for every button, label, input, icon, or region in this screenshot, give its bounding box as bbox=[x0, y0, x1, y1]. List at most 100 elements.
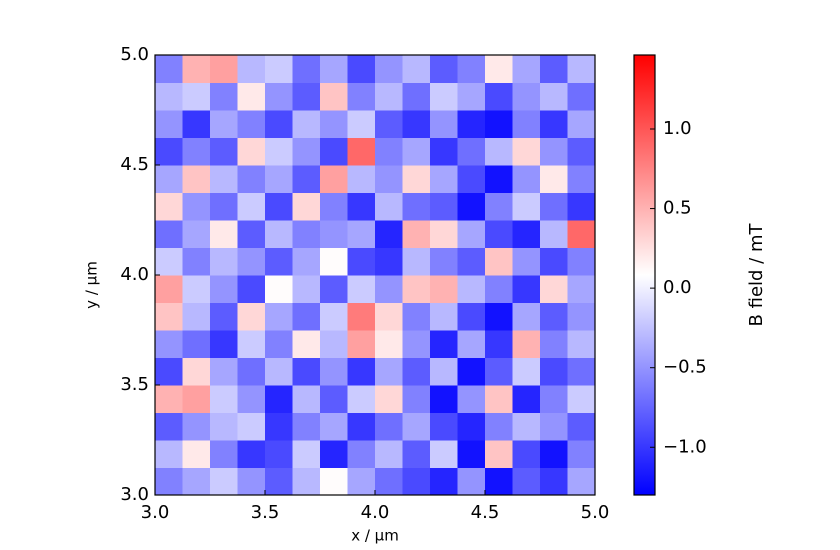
heatmap-cell bbox=[540, 275, 568, 303]
heatmap-cell bbox=[292, 165, 321, 193]
heatmap-cell bbox=[320, 440, 348, 468]
heatmap-cell bbox=[320, 357, 348, 386]
heatmap-cell bbox=[402, 275, 431, 303]
heatmap-cell bbox=[320, 110, 348, 138]
heatmap-cell bbox=[430, 440, 458, 468]
heatmap-cell bbox=[512, 82, 541, 111]
heatmap-cell bbox=[237, 192, 266, 221]
heatmap-cell bbox=[540, 330, 568, 358]
heatmap-cell bbox=[567, 467, 596, 496]
heatmap-cell bbox=[567, 330, 596, 358]
heatmap-cell bbox=[210, 82, 238, 111]
heatmap-cell bbox=[292, 385, 321, 413]
heatmap-cell bbox=[347, 275, 376, 303]
y-tick-label: 4.5 bbox=[120, 154, 149, 175]
heatmap-cell bbox=[540, 302, 568, 331]
heatmap-cell bbox=[292, 357, 321, 386]
heatmap-cell bbox=[540, 247, 568, 276]
heatmap-cell bbox=[347, 385, 376, 413]
heatmap-cell bbox=[237, 302, 266, 331]
heatmap-cell bbox=[265, 110, 293, 138]
heatmap-cell bbox=[485, 302, 513, 331]
heatmap-cell bbox=[237, 82, 266, 111]
heatmap-cell bbox=[375, 192, 403, 221]
heatmap-cell bbox=[375, 220, 403, 248]
heatmap-cell bbox=[155, 192, 183, 221]
heatmap-cell bbox=[265, 412, 293, 441]
heatmap-cell bbox=[155, 385, 183, 413]
heatmap-cell bbox=[210, 385, 238, 413]
heatmap-cell bbox=[512, 247, 541, 276]
heatmap-cell bbox=[155, 110, 183, 138]
heatmap-cell bbox=[292, 275, 321, 303]
heatmap-cell bbox=[182, 192, 211, 221]
heatmap-cell bbox=[567, 165, 596, 193]
heatmap-cell bbox=[457, 247, 486, 276]
heatmap-cell bbox=[512, 137, 541, 166]
heatmap-cell bbox=[347, 357, 376, 386]
heatmap-cell bbox=[540, 82, 568, 111]
heatmap-cell bbox=[375, 165, 403, 193]
heatmap-cell bbox=[237, 412, 266, 441]
heatmap-cell bbox=[485, 137, 513, 166]
heatmap-cell bbox=[485, 55, 513, 83]
heatmap-cell bbox=[375, 82, 403, 111]
heatmap-cell bbox=[320, 467, 348, 496]
heatmap-cell bbox=[182, 275, 211, 303]
x-tick-label: 4.5 bbox=[471, 502, 500, 523]
heatmap-cell bbox=[320, 302, 348, 331]
heatmap-cell bbox=[540, 440, 568, 468]
heatmap-cell bbox=[265, 55, 293, 83]
heatmap-cell bbox=[292, 302, 321, 331]
y-tick-label: 5.0 bbox=[120, 44, 149, 65]
heatmap-cell bbox=[210, 467, 238, 496]
heatmap-cell bbox=[567, 192, 596, 221]
heatmap-cell bbox=[292, 247, 321, 276]
heatmap-cell bbox=[430, 55, 458, 83]
heatmap-cell bbox=[237, 275, 266, 303]
heatmap-cell bbox=[485, 412, 513, 441]
heatmap-cell bbox=[457, 357, 486, 386]
heatmap-cell bbox=[155, 137, 183, 166]
heatmap-cell bbox=[402, 137, 431, 166]
heatmap-cell bbox=[265, 385, 293, 413]
heatmap-cell bbox=[265, 467, 293, 496]
heatmap-cell bbox=[430, 192, 458, 221]
heatmap-cell bbox=[540, 385, 568, 413]
heatmap-cell bbox=[182, 137, 211, 166]
heatmap-cell bbox=[347, 137, 376, 166]
heatmap-cell bbox=[512, 55, 541, 83]
heatmap-cell bbox=[265, 275, 293, 303]
heatmap-cell bbox=[155, 357, 183, 386]
heatmap-cell bbox=[485, 330, 513, 358]
heatmap-cell bbox=[155, 440, 183, 468]
heatmap-cell bbox=[512, 192, 541, 221]
heatmap-cell bbox=[402, 192, 431, 221]
heatmap-cell bbox=[402, 55, 431, 83]
heatmap-cell bbox=[347, 82, 376, 111]
heatmap-cell bbox=[512, 165, 541, 193]
heatmap-cell bbox=[237, 357, 266, 386]
heatmap-cell bbox=[292, 137, 321, 166]
heatmap-cell bbox=[155, 247, 183, 276]
heatmap-cell bbox=[182, 247, 211, 276]
heatmap-cell bbox=[210, 192, 238, 221]
heatmap-cell bbox=[430, 165, 458, 193]
heatmap-cell bbox=[292, 330, 321, 358]
heatmap-cell bbox=[512, 330, 541, 358]
heatmap-cell bbox=[567, 412, 596, 441]
y-tick-label: 3.0 bbox=[120, 484, 149, 505]
x-tick-label: 3.5 bbox=[251, 502, 280, 523]
heatmap-cell bbox=[485, 385, 513, 413]
heatmap-cell bbox=[485, 82, 513, 111]
heatmap-cell bbox=[347, 412, 376, 441]
y-tick-label: 4.0 bbox=[120, 264, 149, 285]
heatmap-cell bbox=[265, 192, 293, 221]
y-tick-label: 3.5 bbox=[120, 374, 149, 395]
heatmap-cell bbox=[512, 467, 541, 496]
heatmap-cell bbox=[182, 165, 211, 193]
heatmap-cell bbox=[457, 412, 486, 441]
heatmap-cell bbox=[155, 55, 183, 83]
heatmap-cell bbox=[155, 330, 183, 358]
heatmap-cell bbox=[375, 385, 403, 413]
